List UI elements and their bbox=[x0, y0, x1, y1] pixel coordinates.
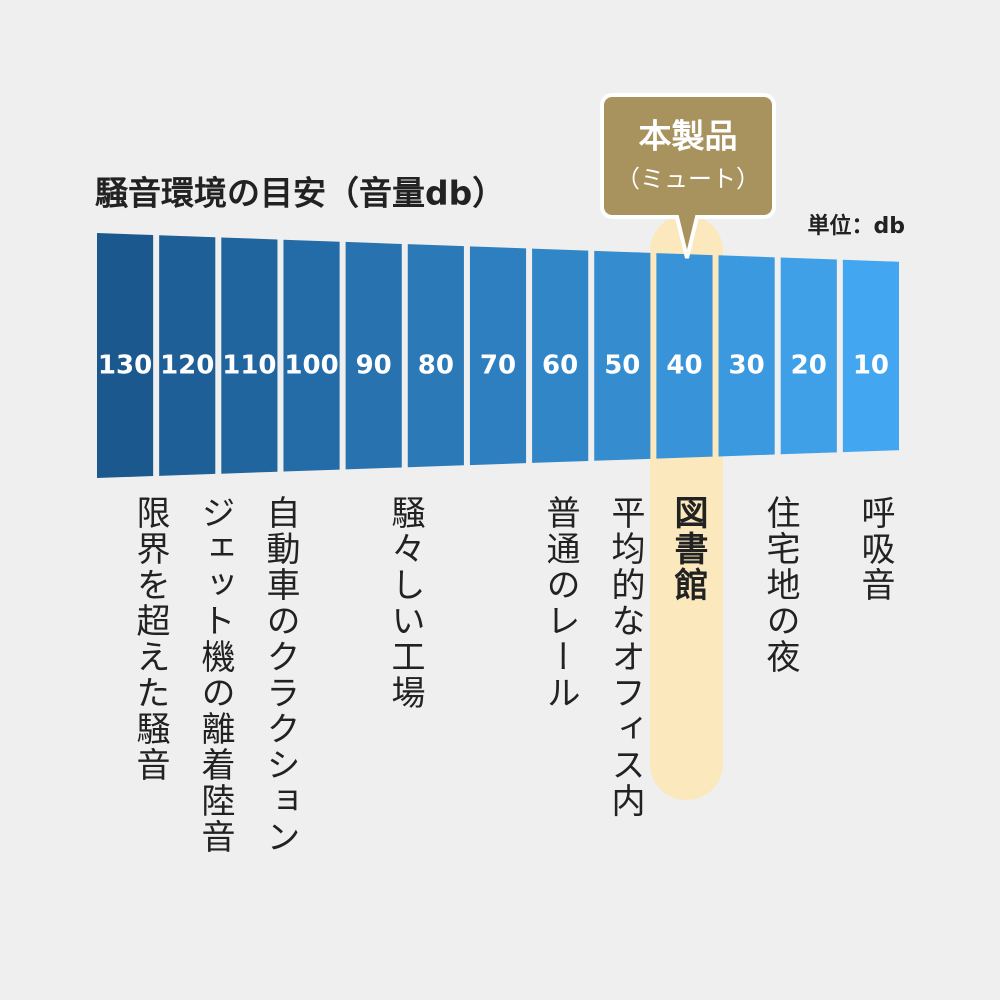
level-value: 100 bbox=[284, 351, 338, 381]
level-value: 120 bbox=[160, 351, 214, 381]
level-label: 普通のレール bbox=[540, 495, 580, 711]
level-value: 110 bbox=[222, 351, 276, 381]
unit: 単位：db bbox=[808, 213, 906, 239]
level-value: 10 bbox=[853, 351, 889, 381]
level-value: 50 bbox=[604, 351, 640, 381]
level-value: 90 bbox=[356, 351, 392, 381]
level-label: 騒々しい工場 bbox=[385, 495, 425, 711]
level-label: 平均的なオフィス内 bbox=[605, 495, 645, 819]
level-bar bbox=[780, 257, 837, 455]
badge: 本製品 （ミュート） bbox=[600, 93, 776, 259]
title: 騒音環境の目安（音量db） bbox=[95, 174, 505, 213]
level-value: 20 bbox=[791, 351, 827, 381]
level-bar bbox=[469, 246, 527, 466]
level-bar bbox=[656, 253, 713, 459]
level-value: 30 bbox=[729, 351, 765, 381]
level-bar bbox=[159, 235, 216, 476]
level-label: 住宅地の夜 bbox=[760, 495, 800, 675]
level-bar bbox=[407, 244, 464, 468]
badge-subtitle: （ミュート） bbox=[616, 165, 760, 193]
level-value: 60 bbox=[542, 351, 578, 381]
level-label: 限界を超えた騒音 bbox=[130, 495, 170, 783]
level-label: 自動車のクラクション bbox=[260, 495, 300, 855]
level-label: ジェット機の離着陸音 bbox=[195, 495, 235, 855]
level-value: 40 bbox=[666, 351, 702, 381]
level-bar bbox=[283, 239, 340, 472]
level-value: 80 bbox=[418, 351, 454, 381]
level-bar bbox=[594, 250, 651, 461]
badge-box bbox=[600, 93, 776, 259]
level-bar bbox=[221, 237, 278, 474]
level-value: 130 bbox=[98, 351, 152, 381]
level-value: 70 bbox=[480, 351, 516, 381]
level-bar bbox=[532, 248, 589, 463]
level-label: 図書館 bbox=[668, 495, 708, 603]
level-bar bbox=[345, 241, 402, 470]
level-bar bbox=[718, 255, 775, 457]
level-label: 呼吸音 bbox=[855, 495, 895, 603]
level-bar bbox=[842, 259, 899, 453]
badge-title: 本製品 bbox=[639, 117, 738, 156]
level-bar bbox=[97, 233, 154, 478]
